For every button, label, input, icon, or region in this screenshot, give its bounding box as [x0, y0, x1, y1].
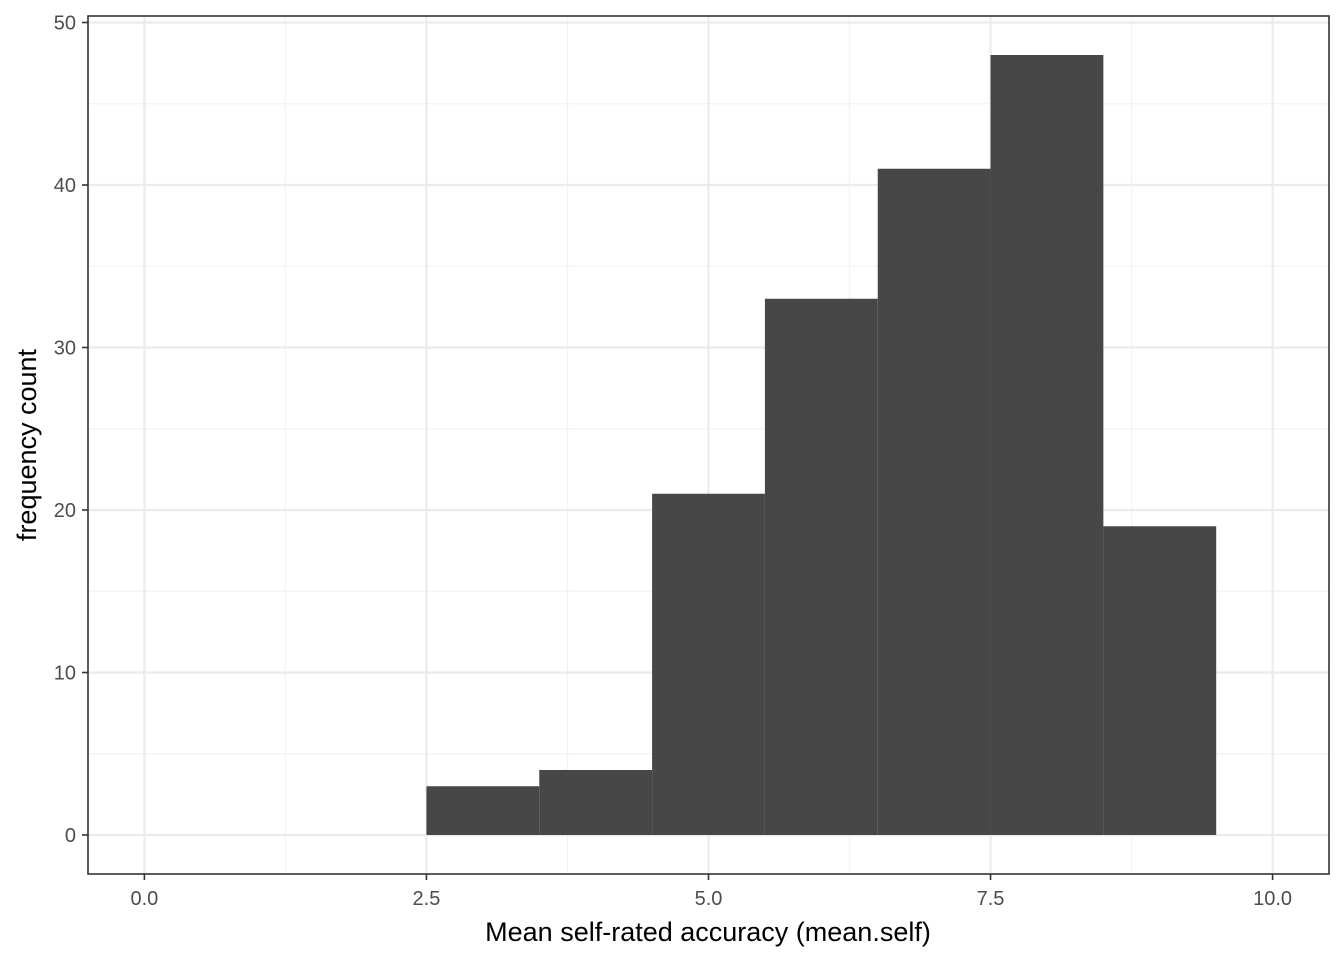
x-tick-label: 2.5	[413, 888, 441, 910]
x-tick-label: 7.5	[977, 888, 1005, 910]
y-tick-label: 40	[54, 175, 76, 197]
y-tick-label: 50	[54, 13, 76, 35]
y-tick-label: 0	[65, 825, 76, 847]
histogram-bar-2	[652, 493, 765, 835]
x-tick-label: 5.0	[695, 888, 723, 910]
y-tick-label: 30	[54, 338, 76, 360]
histogram-bar-0	[426, 786, 540, 835]
histogram-bar-6	[1103, 526, 1217, 835]
histogram-bar-3	[764, 298, 878, 835]
y-tick-label: 20	[54, 500, 76, 522]
histogram-bar-1	[539, 770, 653, 835]
y-axis-ticks: 0 10 20 30 40 50	[54, 13, 88, 847]
y-tick-label: 10	[54, 663, 76, 685]
histogram-bar-4	[877, 168, 991, 835]
x-axis-ticks: 0.0 2.5 5.0 7.5 10.0	[131, 874, 1292, 910]
histogram-bars	[426, 55, 1217, 835]
x-axis-title: Mean self-rated accuracy (mean.self)	[485, 917, 931, 947]
y-axis-title: frequency count	[12, 348, 42, 541]
x-tick-label: 10.0	[1253, 888, 1292, 910]
x-tick-label: 0.0	[131, 888, 159, 910]
histogram-bar-5	[990, 55, 1104, 835]
